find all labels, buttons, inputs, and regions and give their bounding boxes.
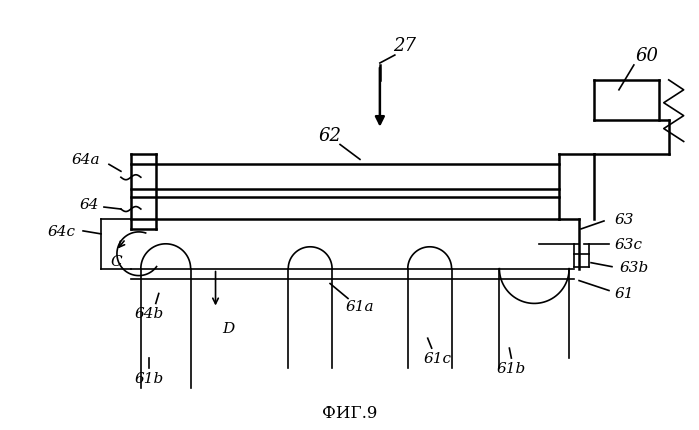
Text: 63b: 63b: [619, 260, 649, 274]
Text: 64b: 64b: [134, 307, 164, 321]
Text: 64c: 64c: [47, 224, 75, 238]
Text: 61a: 61a: [345, 300, 374, 313]
Text: D: D: [222, 322, 235, 335]
Text: 64: 64: [79, 198, 99, 212]
Text: 27: 27: [394, 37, 417, 55]
Text: 61b: 61b: [497, 361, 526, 375]
Text: 64a: 64a: [72, 153, 101, 167]
Text: 61b: 61b: [134, 371, 164, 385]
Text: 60: 60: [635, 47, 658, 65]
Text: 61c: 61c: [424, 351, 452, 365]
Text: 61: 61: [614, 287, 634, 301]
Text: ФИГ.9: ФИГ.9: [322, 404, 377, 421]
Text: C: C: [110, 254, 122, 268]
Text: 62: 62: [319, 126, 342, 144]
Text: 63c: 63c: [615, 237, 643, 251]
Text: 63: 63: [614, 212, 634, 227]
